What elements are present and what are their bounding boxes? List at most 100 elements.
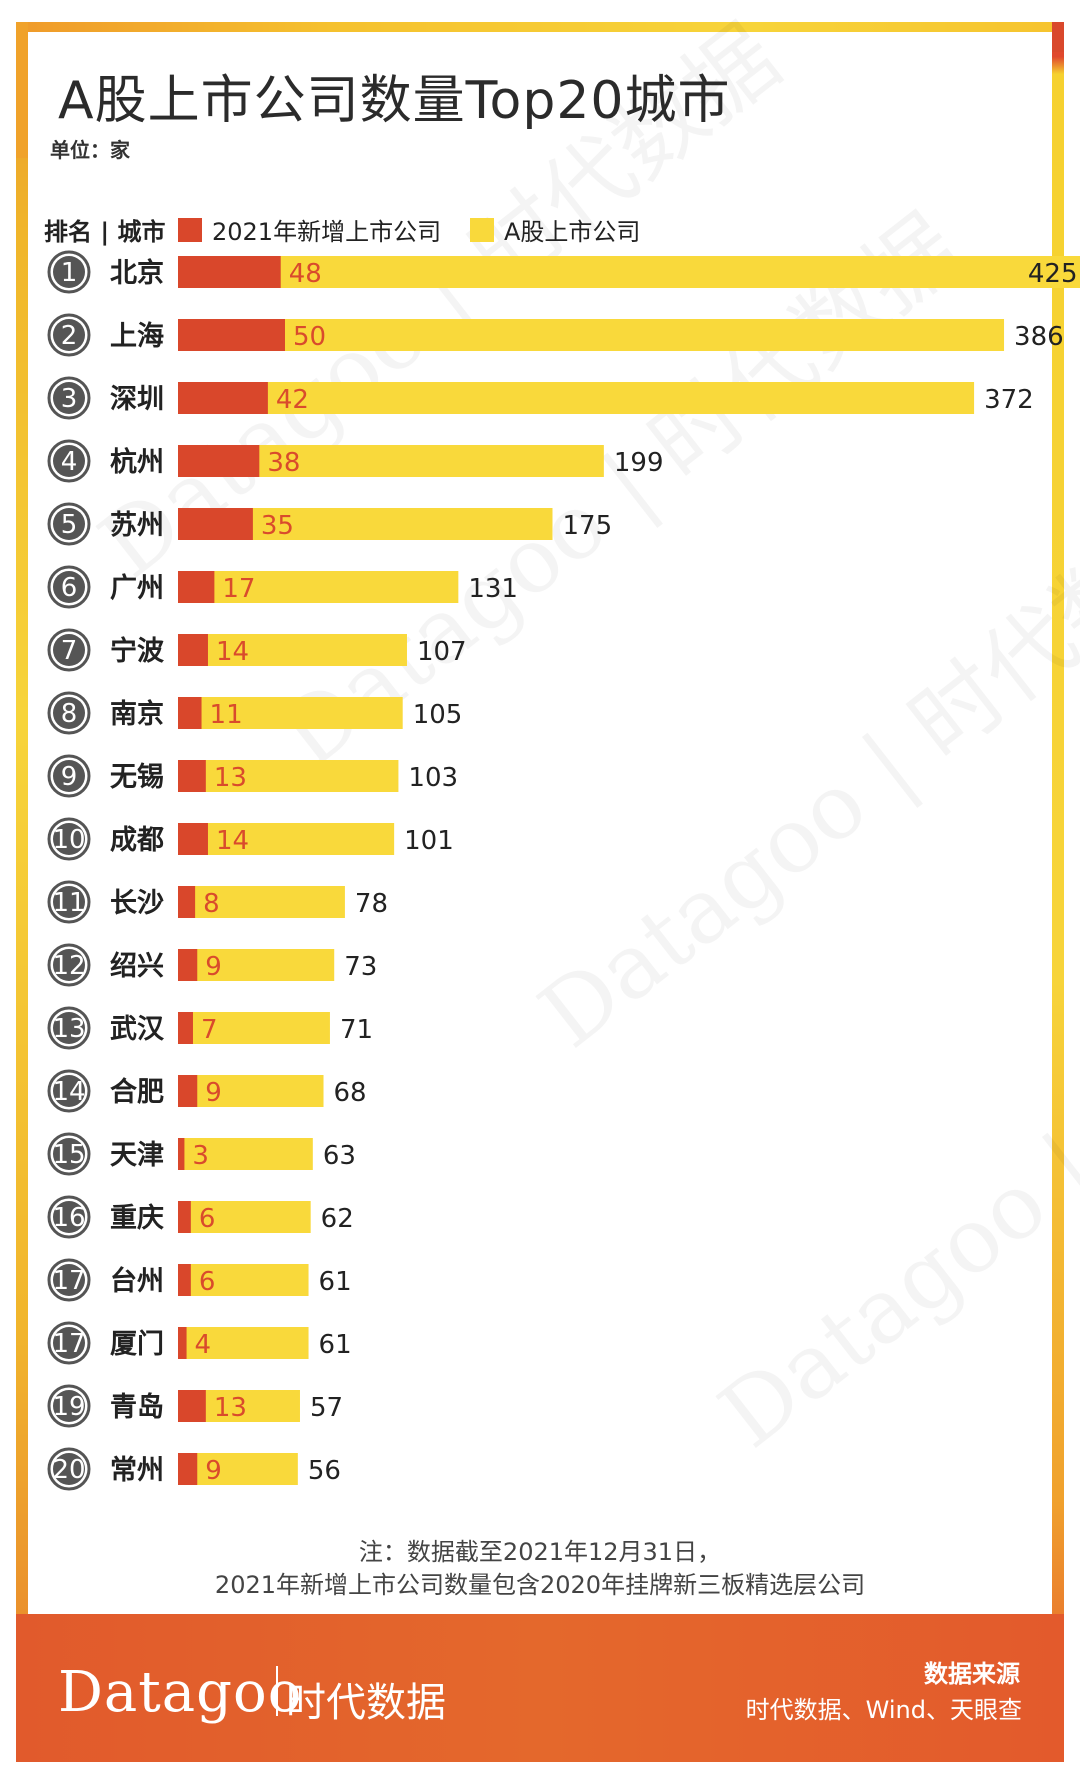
new-value-label: 48 bbox=[289, 259, 322, 289]
city-label: 长沙 bbox=[110, 888, 164, 919]
rank-label: 12 bbox=[52, 951, 85, 981]
bar-new bbox=[178, 1201, 191, 1233]
legend-rank-city: 排名 | 城市 bbox=[44, 218, 166, 246]
rank-label: 15 bbox=[52, 1140, 85, 1170]
city-label: 广州 bbox=[110, 573, 164, 604]
rank-label: 19 bbox=[52, 1392, 85, 1422]
right-border bbox=[1052, 22, 1064, 1762]
rank-label: 4 bbox=[61, 447, 78, 477]
rank-badge bbox=[53, 1012, 85, 1044]
new-value-label: 13 bbox=[214, 1393, 247, 1423]
city-label: 合肥 bbox=[110, 1076, 164, 1108]
rank-label: 17 bbox=[52, 1266, 85, 1296]
bar-new bbox=[178, 949, 198, 981]
footer: Datagoo 时代数据 数据来源 时代数据、Wind、天眼查 bbox=[16, 1614, 1064, 1762]
new-value-label: 11 bbox=[210, 700, 243, 730]
bar-new bbox=[178, 1138, 185, 1170]
rank-label: 10 bbox=[52, 825, 85, 855]
rank-label: 8 bbox=[61, 699, 78, 729]
total-value-label: 78 bbox=[355, 889, 388, 919]
rank-label: 1 bbox=[61, 258, 78, 288]
bar-new bbox=[178, 1012, 193, 1044]
bar-total bbox=[178, 697, 403, 729]
city-label: 绍兴 bbox=[110, 951, 164, 982]
total-value-label: 71 bbox=[340, 1015, 373, 1045]
total-value-label: 103 bbox=[408, 763, 458, 793]
new-value-label: 17 bbox=[222, 574, 255, 604]
brand-divider bbox=[276, 1666, 278, 1716]
rank-badge bbox=[53, 1264, 85, 1296]
bar-new bbox=[178, 760, 206, 792]
total-value-label: 199 bbox=[614, 448, 664, 478]
new-value-label: 35 bbox=[261, 511, 294, 541]
bar-new bbox=[178, 886, 196, 918]
city-label: 天津 bbox=[110, 1140, 164, 1171]
rank-label: 20 bbox=[52, 1455, 85, 1485]
bar-total bbox=[178, 382, 975, 414]
city-label: 南京 bbox=[110, 698, 164, 730]
rank-badge bbox=[53, 382, 85, 414]
source-title: 数据来源 bbox=[924, 1660, 1020, 1688]
source-text: 时代数据、Wind、天眼查 bbox=[745, 1696, 1022, 1724]
rank-label: 2 bbox=[61, 321, 78, 351]
bar-new bbox=[178, 1264, 191, 1296]
bar-new bbox=[178, 508, 253, 540]
bar-new bbox=[178, 634, 208, 666]
bar-total bbox=[178, 760, 399, 792]
bar-new bbox=[178, 445, 260, 477]
city-label: 宁波 bbox=[110, 635, 165, 667]
rank-badge bbox=[53, 949, 85, 981]
total-value-label: 61 bbox=[319, 1330, 352, 1360]
new-value-label: 9 bbox=[205, 952, 222, 982]
new-value-label: 6 bbox=[199, 1267, 216, 1297]
rank-badge bbox=[53, 1138, 85, 1170]
city-label: 常州 bbox=[110, 1455, 164, 1486]
new-value-label: 6 bbox=[199, 1204, 216, 1234]
rank-badge bbox=[53, 571, 85, 603]
rank-badge bbox=[53, 445, 85, 477]
new-value-label: 7 bbox=[201, 1015, 218, 1045]
total-value-label: 386 bbox=[1014, 322, 1064, 352]
rank-badge bbox=[53, 1390, 85, 1422]
city-label: 杭州 bbox=[110, 446, 164, 478]
rank-label: 16 bbox=[52, 1203, 85, 1233]
city-label: 无锡 bbox=[110, 762, 164, 793]
rank-badge bbox=[53, 823, 85, 855]
new-value-label: 50 bbox=[293, 322, 326, 352]
new-value-label: 9 bbox=[205, 1078, 222, 1108]
rank-badge bbox=[53, 886, 85, 918]
legend-total: A股上市公司 bbox=[470, 212, 640, 247]
total-value-label: 56 bbox=[308, 1456, 341, 1486]
note-line-2: 2021年新增上市公司数量包含2020年挂牌新三板精选层公司 bbox=[214, 1571, 866, 1599]
bar-new bbox=[178, 697, 202, 729]
new-value-label: 8 bbox=[203, 889, 220, 919]
bar-new bbox=[178, 1075, 198, 1107]
rank-label: 9 bbox=[61, 762, 78, 792]
rank-badge bbox=[53, 1075, 85, 1107]
new-value-label: 14 bbox=[216, 637, 249, 667]
bar-total bbox=[178, 1075, 324, 1107]
rank-badge bbox=[53, 697, 85, 729]
city-label: 重庆 bbox=[110, 1202, 164, 1234]
bar-new bbox=[178, 382, 268, 414]
new-value-label: 4 bbox=[195, 1330, 212, 1360]
total-value-label: 57 bbox=[310, 1393, 343, 1423]
total-value-label: 101 bbox=[404, 826, 454, 856]
note-line-1: 注：数据截至2021年12月31日， bbox=[358, 1538, 722, 1566]
city-label: 台州 bbox=[110, 1265, 164, 1297]
rank-label: 5 bbox=[61, 510, 78, 540]
city-label: 成都 bbox=[110, 825, 164, 856]
bar-total bbox=[178, 634, 407, 666]
legend-new-swatch bbox=[178, 217, 202, 242]
left-accent bbox=[16, 22, 28, 158]
bar-total bbox=[178, 1201, 311, 1233]
rank-label: 7 bbox=[61, 636, 78, 666]
bar-total bbox=[178, 1453, 298, 1485]
total-value-label: 105 bbox=[413, 700, 463, 730]
brand-cn: 时代数据 bbox=[286, 1680, 446, 1726]
bar-total bbox=[178, 1138, 313, 1170]
chart-title: A股上市公司数量Top20城市 bbox=[58, 71, 731, 131]
new-value-label: 9 bbox=[205, 1456, 222, 1486]
